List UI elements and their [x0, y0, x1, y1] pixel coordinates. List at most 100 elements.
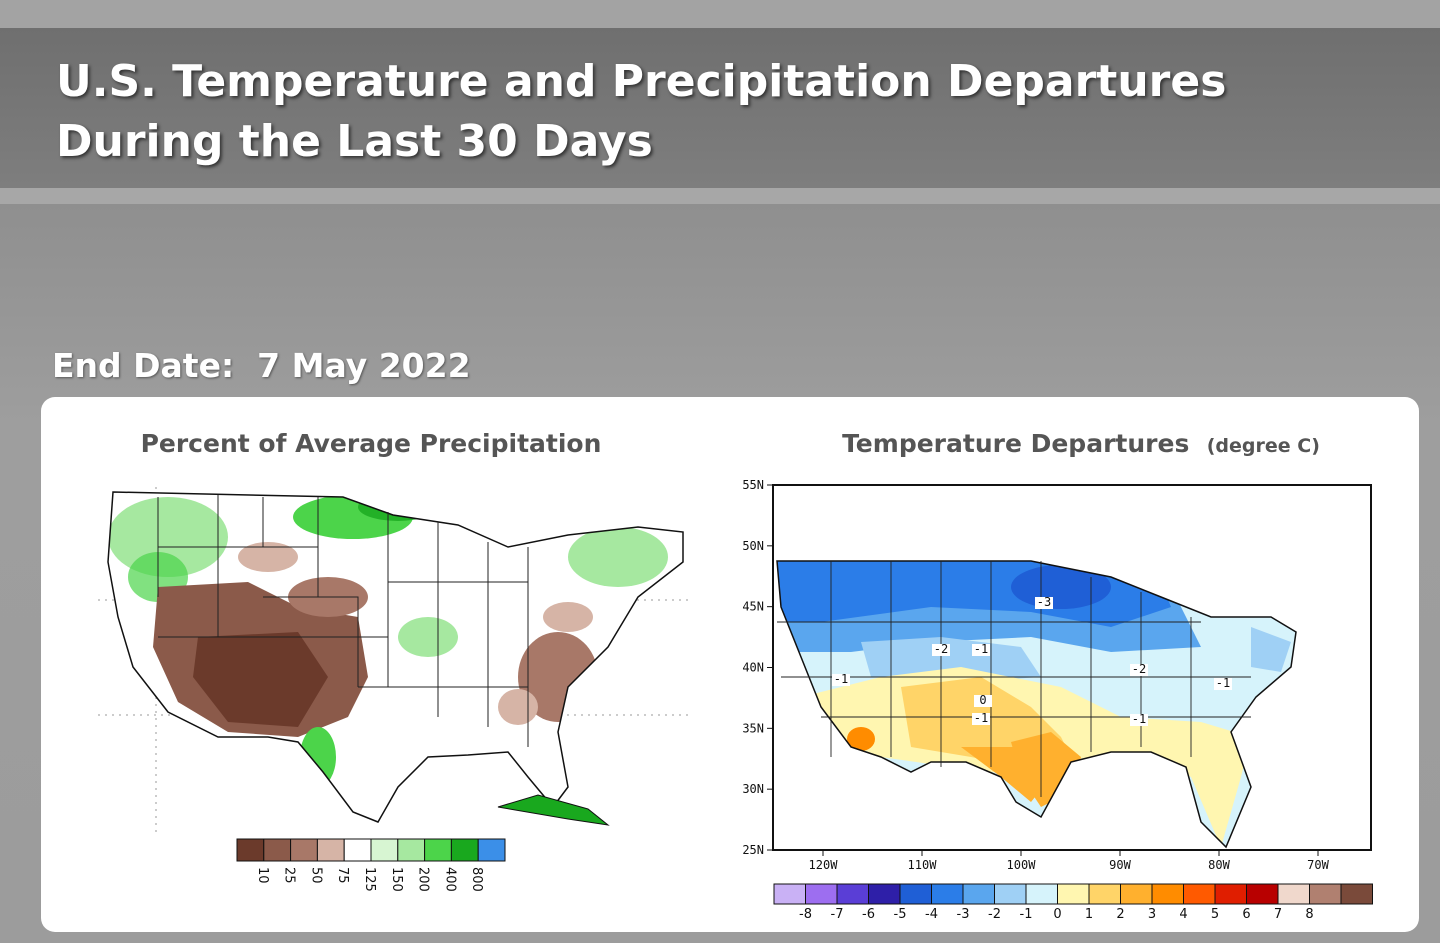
contour-label: -1: [1132, 712, 1146, 726]
contour-label: -2: [934, 642, 948, 656]
temp-map: -3-2 -1-1-1-2-10-1 55N50N45N40N35N30N25N …: [742, 478, 1372, 872]
lon-label: 110W: [908, 858, 938, 872]
temp-region: [861, 637, 1041, 682]
contour-label: 0: [979, 693, 986, 707]
colorbar-label: 150: [389, 867, 404, 892]
lat-label: 55N: [742, 478, 764, 492]
end-date: End Date: 7 May 2022: [52, 346, 471, 385]
precip-map: [98, 487, 688, 832]
contour-label-bg: [1130, 714, 1148, 726]
title-band: [0, 28, 1440, 188]
colorbar-swatch: [450, 838, 479, 862]
precip-region: [498, 689, 538, 725]
contour-label-bg: [974, 695, 992, 707]
us-outline: [107, 491, 684, 823]
colorbar-swatch: [477, 838, 506, 862]
colorbar-label: 10: [255, 867, 270, 884]
contour-label: -1: [834, 672, 848, 686]
cuba-shape: [497, 794, 610, 826]
lon-label: 100W: [1007, 858, 1037, 872]
lon-label: 120W: [809, 858, 839, 872]
colorbar-label: 7: [1274, 907, 1282, 922]
colorbar-swatch: [1277, 883, 1310, 905]
colorbar-label: 4: [1179, 907, 1187, 922]
precip-region: [108, 497, 228, 577]
colorbar-label: -7: [831, 907, 844, 922]
colorbar-swatch: [994, 883, 1027, 905]
colorbar-swatch: [1057, 883, 1090, 905]
maps-panel: Percent of Average Precipitation: [41, 397, 1419, 932]
colorbar-label: 50: [308, 867, 323, 884]
contour-label-bg: [832, 674, 850, 686]
colorbar-label: -5: [894, 907, 907, 922]
colorbar-label: -3: [957, 907, 970, 922]
colorbar-label: -8: [799, 907, 812, 922]
lat-label: 35N: [742, 721, 764, 735]
contour-label-bg: [972, 713, 990, 725]
colorbar-label: 200: [416, 867, 431, 892]
colorbar-swatch: [316, 838, 345, 862]
colorbar-swatch: [836, 883, 869, 905]
lat-label: 40N: [742, 661, 764, 675]
us-outline: [776, 560, 1297, 849]
colorbar-label: 400: [442, 867, 457, 892]
contour-label: -1: [1216, 676, 1230, 690]
colorbar-swatch: [1214, 883, 1247, 905]
colorbar-label: 3: [1148, 907, 1156, 922]
end-date-value: 7 May 2022: [257, 346, 471, 385]
lon-label: 80W: [1208, 858, 1230, 872]
colorbar-label: 1: [1085, 907, 1093, 922]
colorbar-swatch: [370, 838, 399, 862]
colorbar-swatch: [424, 838, 452, 862]
colorbar-swatch: [773, 883, 806, 905]
end-date-label: End Date:: [52, 346, 235, 385]
contour-label: -1: [974, 642, 988, 656]
colorbar-swatch: [931, 883, 964, 905]
colorbar-label: 25: [282, 867, 297, 884]
contour-label: -1: [974, 711, 988, 725]
colorbar-swatch: [1151, 883, 1184, 905]
colorbar-label: -4: [925, 907, 938, 922]
colorbar-swatch: [236, 838, 265, 862]
lat-label: 45N: [742, 600, 764, 614]
contour-label-bg: [932, 644, 950, 656]
temp-region: [1251, 627, 1291, 672]
colorbar-label: 125: [362, 867, 377, 892]
contour-label-bg: [1214, 678, 1232, 690]
colorbar-swatch: [868, 883, 901, 905]
precip-region: [398, 617, 458, 657]
lat-label: 50N: [742, 539, 764, 553]
state-boundaries: [157, 495, 529, 747]
lon-label: 90W: [1109, 858, 1131, 872]
colorbar-swatch: [1025, 883, 1058, 905]
temp-region: [847, 727, 875, 751]
contour-label-bg: [1035, 597, 1053, 609]
colorbar-label: -6: [862, 907, 875, 922]
temp-region: [961, 747, 1051, 802]
temp-map-title: Temperature Departures (degree C): [801, 429, 1361, 458]
colorbar-swatch: [1340, 883, 1373, 905]
colorbar-swatch: [1183, 883, 1216, 905]
lat-label: 30N: [742, 782, 764, 796]
temp-colorbar: -8 -7 -6 -5 -4 -3 -2 -1 0 1 2 3 4 5 6 7 8: [773, 883, 1373, 922]
colorbar-label: -1: [1020, 907, 1033, 922]
header-top-strip: [0, 0, 1440, 28]
precip-region: [193, 632, 328, 727]
contour-label-bg: [972, 644, 990, 656]
temp-map-title-text: Temperature Departures: [842, 429, 1190, 458]
colorbar-label: 800: [469, 867, 484, 892]
colorbar-swatch: [343, 838, 372, 862]
contour-label: -3: [1037, 595, 1051, 609]
lat-label: 25N: [742, 843, 764, 857]
colorbar-swatch: [1088, 883, 1121, 905]
contour-label-bg: [1130, 664, 1148, 676]
colorbar-label: 0: [1053, 907, 1061, 922]
colorbar-swatch: [397, 838, 426, 862]
colorbar-label: 75: [335, 867, 350, 884]
colorbar-label: -2: [988, 907, 1001, 922]
colorbar-swatch: [263, 838, 292, 862]
precip-region: [568, 527, 668, 587]
colorbar-label: 6: [1242, 907, 1250, 922]
precip-colorbar: 10 25 50 75 125 150 200 400 800: [236, 838, 506, 892]
title-separator: [0, 188, 1440, 204]
